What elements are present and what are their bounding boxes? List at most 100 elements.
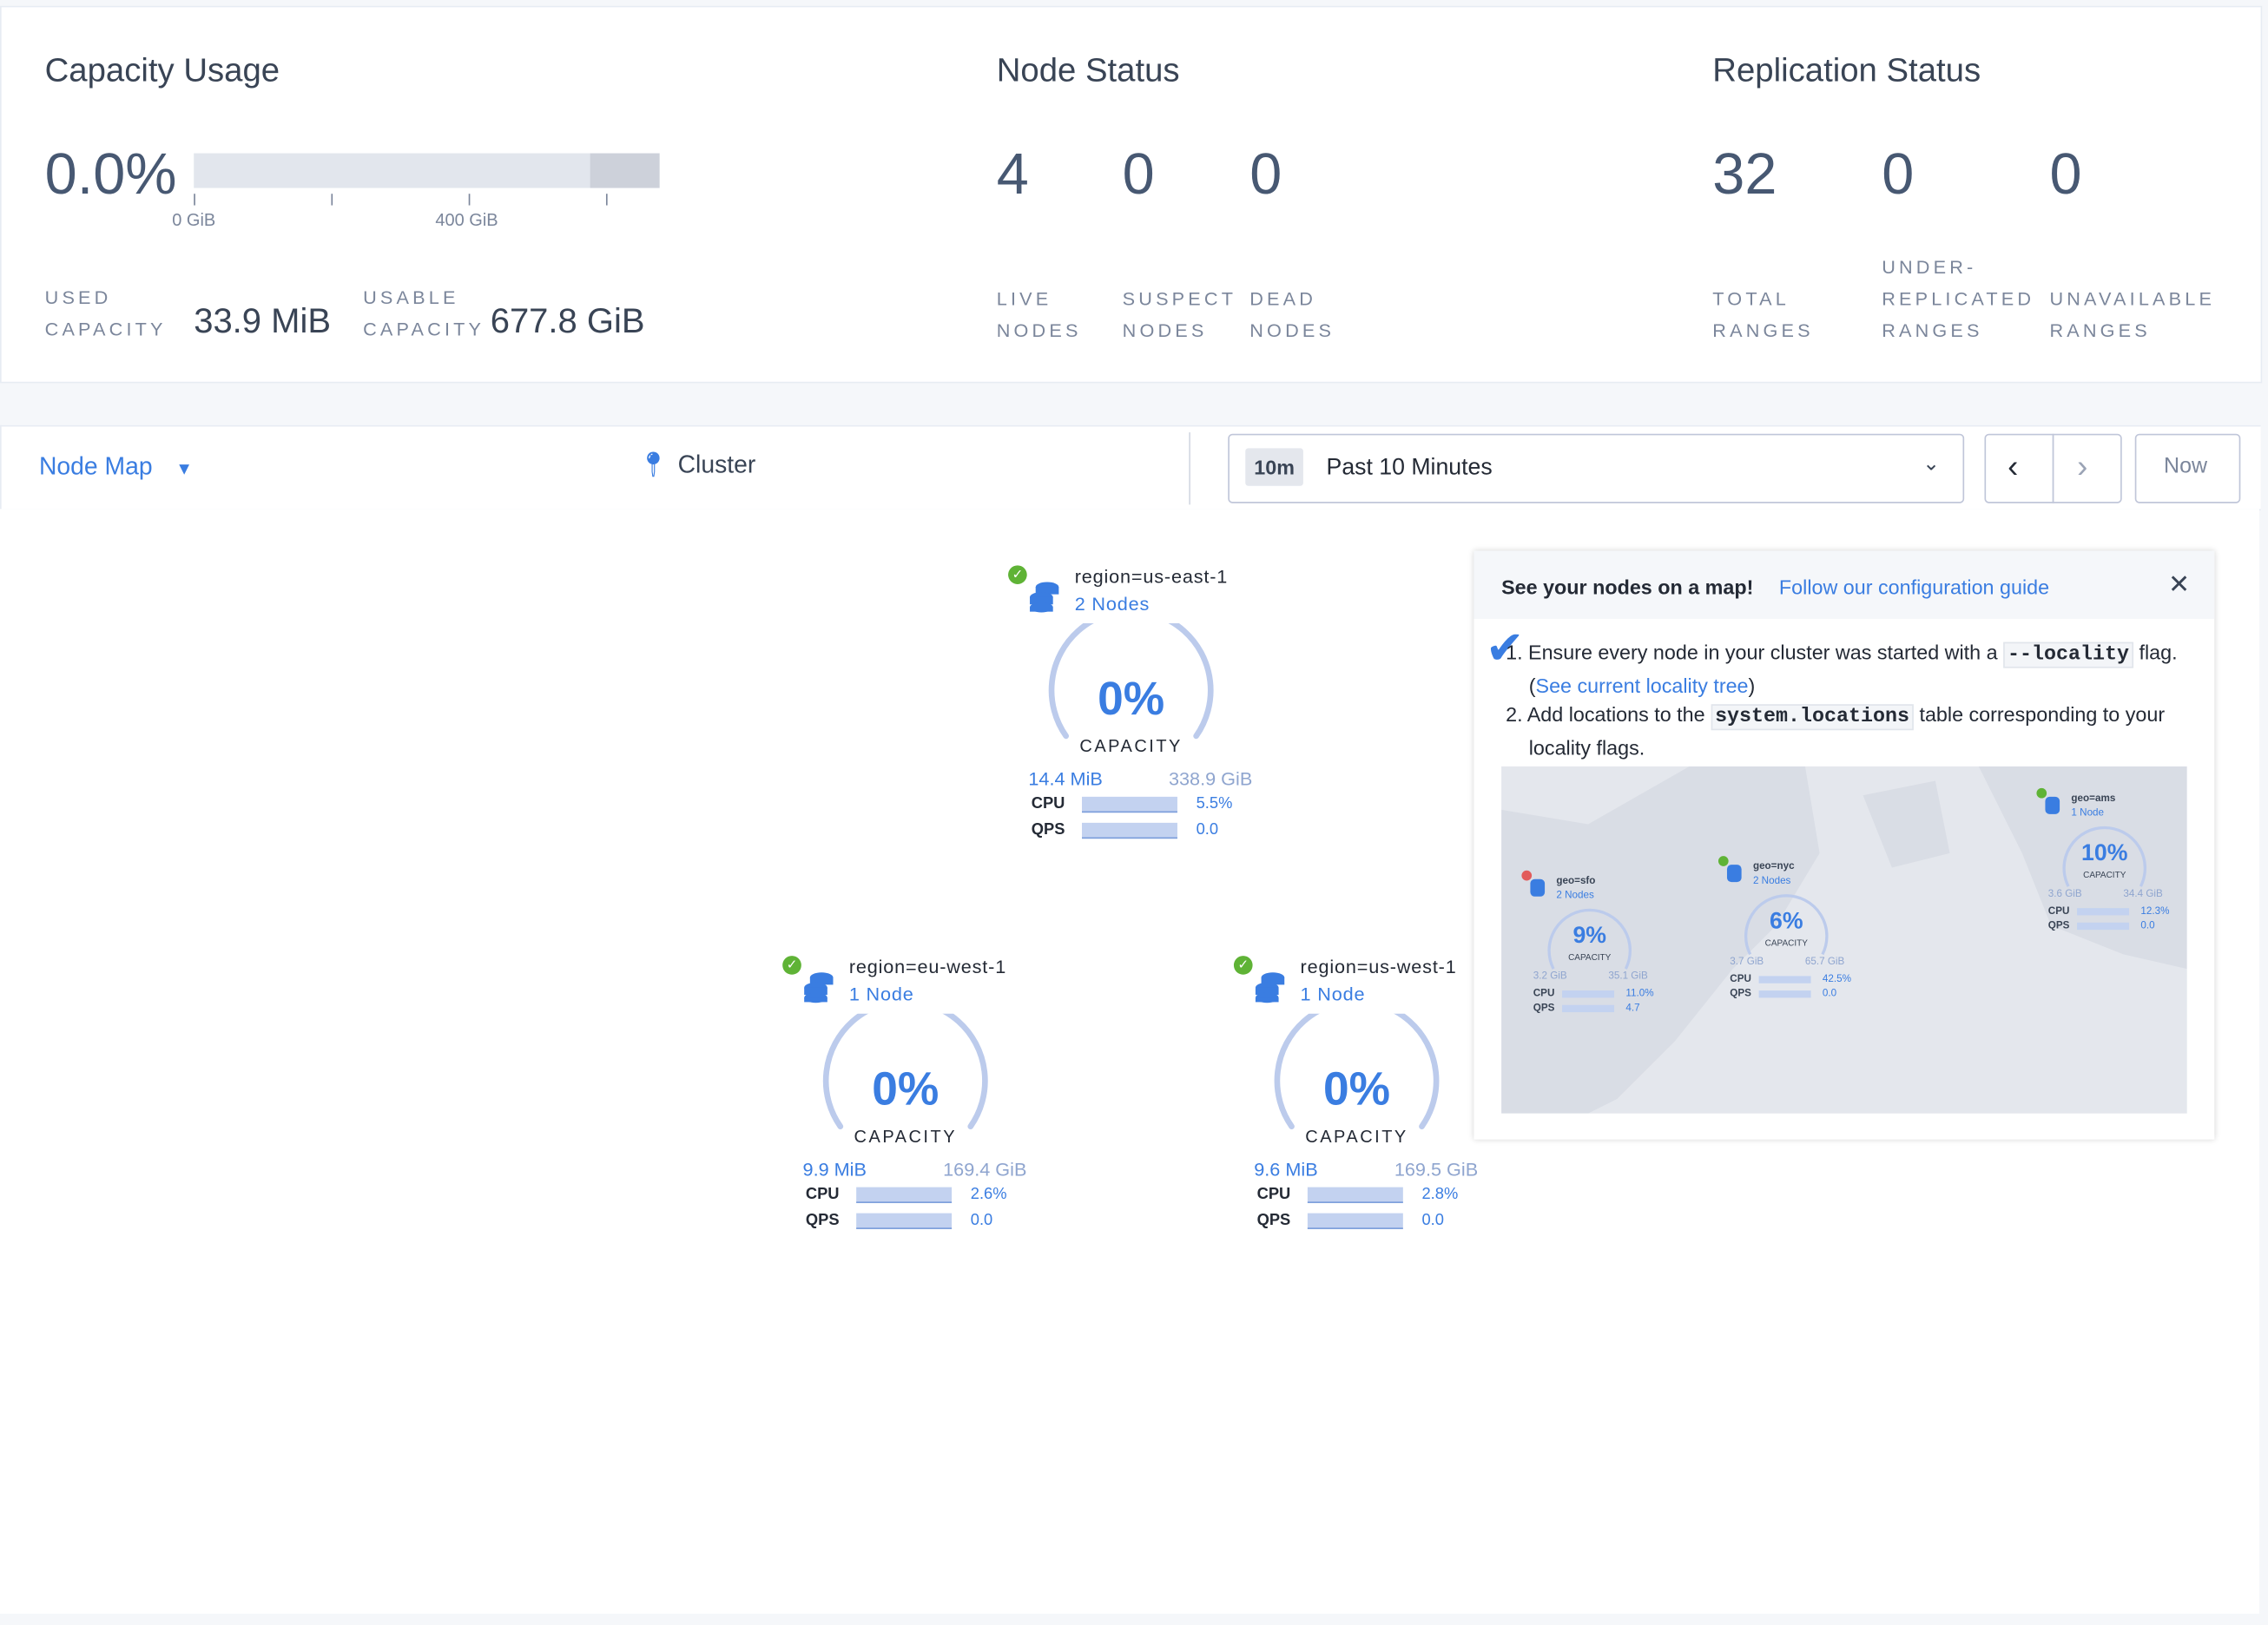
qps-sparkline [1082,822,1177,839]
node-count: 1 Node [848,983,914,1005]
used-value: 14.4 MiB [1028,767,1103,790]
used-label: USED [44,286,112,308]
chevron-left-icon: ‹ [2008,448,2019,485]
usable-label: CAPACITY [363,318,485,340]
map-setup-popup: See your nodes on a map! Follow our conf… [1474,550,2215,1140]
checkmark-icon: ✔ [1485,622,1525,674]
step-2: 2. Add locations to the system.locations… [1506,702,2166,760]
capacity-label: CAPACITY [854,1126,958,1147]
node-status-title: Node Status [996,50,1180,89]
replication-title: Replication Status [1712,50,1981,89]
stat-label: UNAVAILABLE [2049,287,2216,310]
capacity-gauge [822,1013,988,1129]
under-replicated-ranges: 0 UNDER- REPLICATED RANGES [1882,143,2034,347]
cpu-sparkline [1082,796,1177,813]
time-range-select[interactable]: 10m Past 10 Minutes ⌄ [1228,433,1965,503]
previous-button[interactable]: ‹ [1984,433,2054,503]
capacity-gauge [1274,1013,1440,1129]
next-button[interactable]: › [2052,433,2122,503]
used-value: 9.9 MiB [802,1158,867,1181]
qps-value: 0.0 [1196,821,1219,839]
stat-value: 0 [1122,142,1155,207]
map-node: geo=sfo 2 Nodes 9% CAPACITY 3.2 GiB 35.1… [1521,870,1680,1030]
step-1: 1. Ensure every node in your cluster was… [1506,640,2178,697]
cpu-sparkline [1307,1187,1403,1203]
usable-value: 677.8 GiB [490,302,645,342]
cpu-value: 5.5% [1196,795,1233,813]
qps-sparkline [856,1213,953,1229]
stat-label: LIVE [996,287,1052,310]
locality-node[interactable]: ✓ region=us-east-1 2 Nodes 0% CAPACITY 1… [1008,565,1269,854]
qps-label: QPS [805,1211,840,1229]
qps-value: 0.0 [970,1211,993,1229]
status-ok-icon: ✓ [1233,956,1253,975]
cluster-breadcrumb[interactable]: 📍︎ Cluster [637,451,756,479]
database-icon [1030,582,1059,613]
cpu-label: CPU [805,1185,840,1203]
qps-sparkline [1307,1213,1403,1229]
time-badge: 10m [1245,448,1303,486]
capacity-bar [194,153,660,188]
map-pin-icon: 📍︎ [637,451,669,479]
qps-label: QPS [1031,821,1065,839]
status-ok-icon: ✓ [1008,565,1027,584]
stat-label: REPLICATED [1882,287,2035,310]
locality-node[interactable]: ✓ region=eu-west-1 1 Node 0% CAPACITY 9.… [782,956,1043,1245]
view-selector-label: Node Map [38,452,153,481]
total-value: 169.4 GiB [943,1158,1027,1181]
capacity-percent: 0% [1098,672,1165,725]
chevron-down-icon: ⌄ [1922,451,1940,475]
stat-label: RANGES [2049,319,2151,342]
locality-tree-link[interactable]: See current locality tree [1535,674,1749,697]
now-button[interactable]: Now [2134,433,2241,503]
stat-label: SUSPECT [1122,287,1237,310]
time-range-label: Past 10 Minutes [1326,455,1493,481]
cpu-value: 2.8% [1421,1185,1459,1203]
capacity-gauge [1048,622,1214,740]
stat-value: 4 [996,142,1029,207]
summary-panel: Capacity Usage 0.0% 0 GiB 400 GiB USED CA… [0,5,2263,384]
status-icon [1717,856,1729,866]
status-icon [1521,870,1533,881]
toolbar: Node Map ▼ 📍︎ Cluster 10m Past 10 Minutes … [0,424,2261,511]
cpu-value: 2.6% [970,1185,1007,1203]
stat-label: UNDER- [1882,255,1977,278]
cpu-label: CPU [1256,1185,1291,1203]
node-count: 1 Node [1300,983,1366,1005]
database-icon [804,972,834,1003]
capacity-title: Capacity Usage [44,50,280,89]
qps-label: QPS [1256,1211,1291,1229]
stat-label: TOTAL [1712,287,1790,310]
status-icon [2036,787,2047,799]
cpu-sparkline [856,1187,953,1203]
stat-label: NODES [996,319,1082,342]
stat-label: NODES [1249,319,1335,342]
used-label: CAPACITY [44,318,167,340]
node-count: 2 Nodes [1074,592,1150,615]
capacity-label: CAPACITY [1305,1126,1408,1147]
map-node: geo=ams 1 Node 10% CAPACITY 3.6 GiB 34.4… [2036,787,2186,947]
used-value: 9.6 MiB [1254,1158,1318,1181]
view-selector[interactable]: Node Map ▼ [39,452,193,481]
stat-label: DEAD [1249,287,1317,310]
total-ranges: 32 TOTAL RANGES [1712,143,1813,347]
database-icon [2045,796,2060,814]
tick-label: 0 GiB [172,209,216,230]
database-icon [1726,865,1742,883]
close-icon[interactable]: ✕ [2168,569,2191,599]
configuration-guide-link[interactable]: Follow our configuration guide [1778,575,2050,599]
qps-value: 0.0 [1421,1211,1444,1229]
stat-label: NODES [1122,319,1208,342]
used-value: 33.9 MiB [194,302,331,342]
unavailable-ranges: 0 UNAVAILABLE RANGES [2049,143,2215,347]
capacity-label: CAPACITY [1079,735,1183,757]
capacity-percent: 0% [1322,1062,1391,1115]
locality-node[interactable]: ✓ region=us-west-1 1 Node 0% CAPACITY 9.… [1233,956,1494,1245]
stat-label: RANGES [1712,319,1814,342]
suspect-nodes: 0 SUSPECT NODES [1123,143,1236,347]
usable-label: USABLE [363,286,459,308]
node-title: region=us-west-1 [1300,956,1457,978]
popup-heading: See your nodes on a map! [1501,575,1754,599]
cpu-label: CPU [1031,795,1065,813]
caret-down-icon: ▼ [175,458,194,479]
